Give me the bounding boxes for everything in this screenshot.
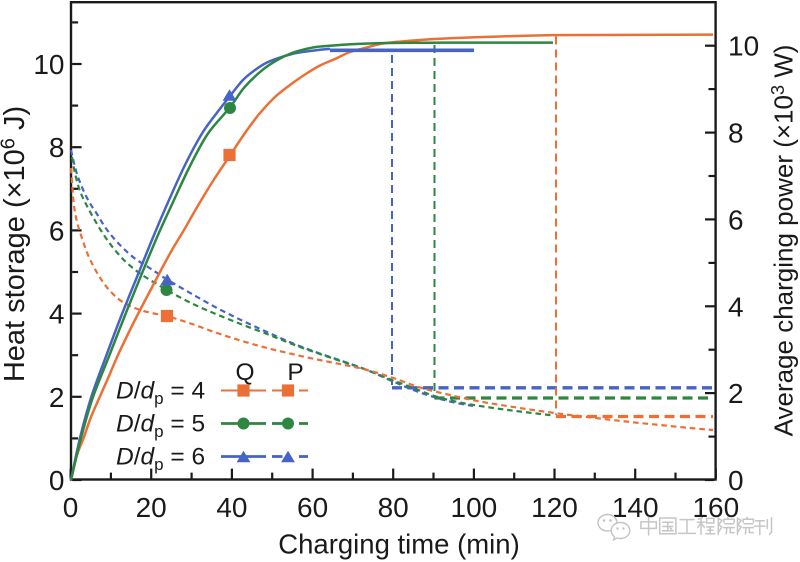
svg-text:140: 140 <box>612 492 659 523</box>
svg-text:10: 10 <box>728 31 759 62</box>
svg-text:Heat storage (×106 J): Heat storage (×106 J) <box>0 106 31 382</box>
svg-text:P: P <box>287 359 303 386</box>
svg-text:Average charging power (×103 W: Average charging power (×103 W) <box>768 45 799 437</box>
svg-text:40: 40 <box>216 492 247 523</box>
svg-text:2: 2 <box>728 378 744 409</box>
svg-text:60: 60 <box>297 492 328 523</box>
svg-text:Charging time (min): Charging time (min) <box>278 529 519 560</box>
svg-text:8: 8 <box>728 118 744 149</box>
svg-text:160: 160 <box>692 492 739 523</box>
svg-text:6: 6 <box>49 215 65 246</box>
svg-text:2: 2 <box>49 382 65 413</box>
svg-text:100: 100 <box>451 492 498 523</box>
svg-text:Q: Q <box>235 359 254 386</box>
svg-text:8: 8 <box>49 132 65 163</box>
svg-text:0: 0 <box>49 465 65 496</box>
svg-text:80: 80 <box>378 492 409 523</box>
svg-text:120: 120 <box>531 492 578 523</box>
svg-text:D/dp = 5: D/dp = 5 <box>116 411 205 442</box>
svg-text:4: 4 <box>728 291 744 322</box>
svg-text:6: 6 <box>728 204 744 235</box>
svg-text:0: 0 <box>63 492 79 523</box>
svg-text:4: 4 <box>49 299 65 330</box>
svg-text:0: 0 <box>728 465 744 496</box>
svg-text:20: 20 <box>136 492 167 523</box>
svg-text:10: 10 <box>33 49 64 80</box>
